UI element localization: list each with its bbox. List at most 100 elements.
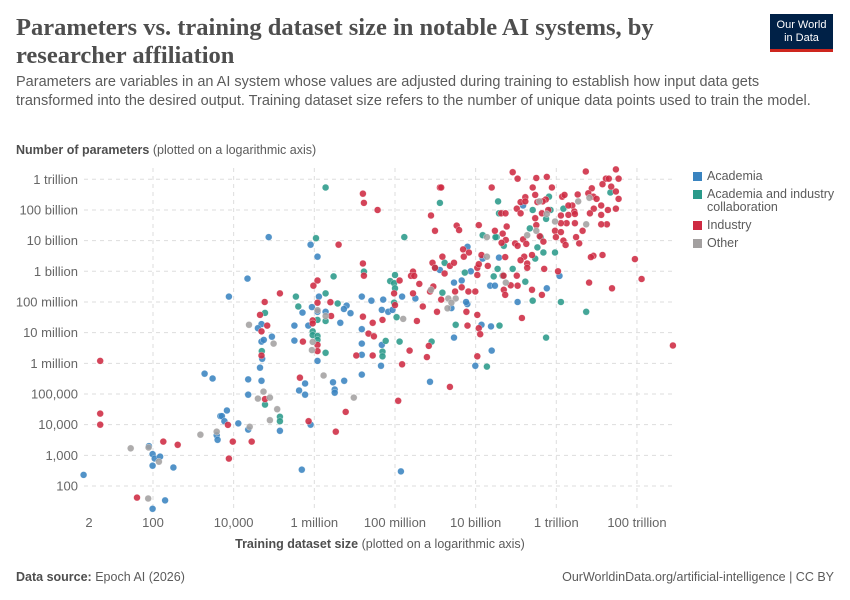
point-industry[interactable] [475,324,483,332]
point-industry[interactable] [638,275,646,283]
point-industry[interactable] [548,183,556,192]
point-academia[interactable] [260,336,268,344]
point-industry[interactable] [528,286,536,294]
point-academia-and-industry-collaboration[interactable] [312,234,320,242]
point-industry[interactable] [557,211,565,220]
point-industry[interactable] [484,262,492,270]
point-industry[interactable] [437,183,445,192]
footer-link[interactable]: OurWorldinData.org/artificial-intelligen… [562,570,834,584]
point-academia-and-industry-collaboration[interactable] [400,233,408,241]
point-industry[interactable] [463,322,472,330]
point-industry[interactable] [229,438,237,446]
point-industry[interactable] [532,174,540,182]
point-academia-and-industry-collaboration[interactable] [438,289,446,297]
point-industry[interactable] [451,287,459,296]
point-industry[interactable] [159,438,167,446]
point-industry[interactable] [174,441,182,449]
point-industry[interactable] [572,233,580,241]
point-industry[interactable] [499,272,508,280]
point-other[interactable] [443,304,452,312]
point-industry[interactable] [465,248,473,257]
point-academia[interactable] [491,282,499,290]
point-other[interactable] [266,394,274,402]
point-academia-and-industry-collaboration[interactable] [526,224,534,232]
point-industry[interactable] [446,383,454,391]
point-industry[interactable] [360,272,368,280]
point-academia[interactable] [308,303,316,311]
point-other[interactable] [196,431,204,439]
point-other[interactable] [213,428,221,436]
point-industry[interactable] [464,287,472,296]
point-industry[interactable] [587,253,595,261]
point-academia[interactable] [80,471,88,479]
point-other[interactable] [273,405,281,413]
point-academia[interactable] [223,406,231,415]
point-academia[interactable] [201,370,209,378]
point-academia-and-industry-collaboration[interactable] [483,363,491,371]
point-academia[interactable] [329,378,337,386]
point-industry[interactable] [518,314,526,322]
point-industry[interactable] [499,230,507,238]
point-industry[interactable] [390,289,398,297]
point-industry[interactable] [501,291,509,299]
point-academia[interactable] [487,322,495,330]
point-industry[interactable] [562,241,570,249]
point-academia[interactable] [290,337,298,345]
point-academia-and-industry-collaboration[interactable] [521,278,529,286]
point-other[interactable] [320,371,328,380]
point-industry[interactable] [296,374,304,382]
point-academia[interactable] [458,276,466,285]
legend-item-other[interactable]: Other [693,237,843,250]
point-industry[interactable] [571,210,579,218]
point-industry[interactable] [598,251,607,259]
point-industry[interactable] [631,255,639,263]
point-other[interactable] [350,394,358,402]
point-industry[interactable] [299,338,307,346]
point-academia-and-industry-collaboration[interactable] [334,299,342,308]
point-industry[interactable] [462,308,470,316]
point-academia[interactable] [367,297,375,305]
point-industry[interactable] [433,308,441,316]
point-industry[interactable] [309,282,317,290]
point-other[interactable] [447,299,455,307]
point-other[interactable] [582,220,590,228]
point-industry[interactable] [529,183,537,192]
point-industry[interactable] [551,227,559,235]
point-industry[interactable] [396,276,404,285]
point-industry[interactable] [564,211,572,219]
point-industry[interactable] [313,276,322,285]
point-industry[interactable] [423,353,431,361]
point-academia-and-industry-collaboration[interactable] [461,269,469,277]
point-industry[interactable] [539,238,547,246]
point-industry[interactable] [473,271,481,279]
point-academia[interactable] [243,275,252,283]
point-industry[interactable] [225,455,233,463]
point-academia[interactable] [543,284,551,292]
point-industry[interactable] [431,264,439,272]
point-other[interactable] [502,279,510,287]
point-industry[interactable] [615,175,623,183]
point-academia[interactable] [358,340,366,348]
point-other[interactable] [574,197,582,205]
point-industry[interactable] [540,265,548,273]
point-other[interactable] [585,194,593,202]
point-academia[interactable] [358,371,366,379]
point-academia-and-industry-collaboration[interactable] [382,337,390,345]
point-academia[interactable] [495,254,503,262]
point-industry[interactable] [309,319,317,327]
point-industry[interactable] [669,341,677,350]
point-academia[interactable] [378,306,386,314]
point-industry[interactable] [607,183,615,191]
point-industry[interactable] [96,357,104,365]
point-industry[interactable] [305,417,313,425]
point-industry[interactable] [521,197,529,205]
point-industry[interactable] [96,421,104,429]
point-academia[interactable] [313,357,322,365]
point-academia[interactable] [149,505,157,513]
point-industry[interactable] [608,284,616,292]
point-academia-and-industry-collaboration[interactable] [294,302,302,311]
point-industry[interactable] [425,342,433,350]
point-academia[interactable] [467,267,475,275]
point-academia-and-industry-collaboration[interactable] [495,322,504,330]
point-academia-and-industry-collaboration[interactable] [490,272,498,280]
